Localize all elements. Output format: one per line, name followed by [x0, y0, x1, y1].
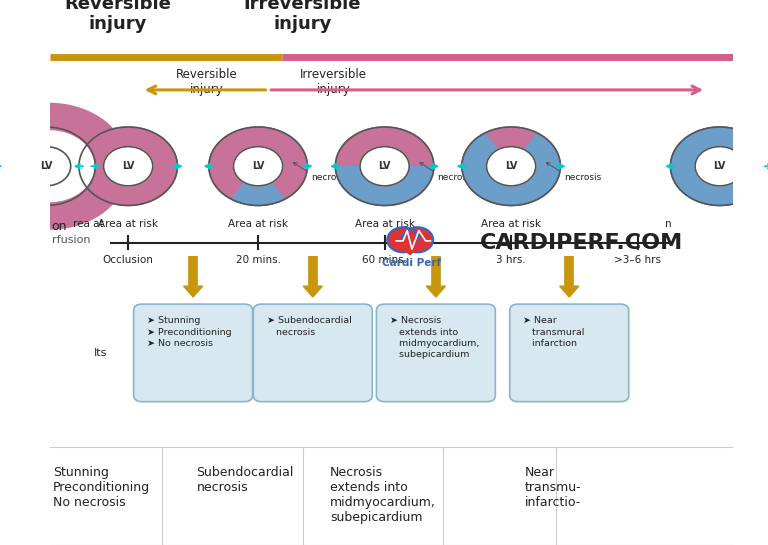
Text: Its: Its: [94, 348, 108, 358]
Text: necrosis: necrosis: [311, 173, 348, 183]
Text: Area at risk: Area at risk: [228, 219, 288, 229]
FancyBboxPatch shape: [253, 304, 372, 402]
Text: ➤ Necrosis
   extends into
   midmyocardium,
   subepicardium: ➤ Necrosis extends into midmyocardium, s…: [390, 316, 479, 360]
Circle shape: [22, 147, 71, 186]
FancyBboxPatch shape: [134, 304, 253, 402]
FancyBboxPatch shape: [376, 304, 495, 402]
Text: necrosis: necrosis: [564, 173, 601, 183]
Text: LV: LV: [55, 160, 71, 173]
Text: CARDIPERF.COM: CARDIPERF.COM: [480, 233, 684, 252]
Text: Area at risk: Area at risk: [355, 219, 415, 229]
Text: LV: LV: [505, 161, 518, 171]
Circle shape: [5, 131, 94, 202]
Circle shape: [104, 147, 153, 186]
Text: 3 hrs.: 3 hrs.: [496, 255, 526, 264]
Text: Irreversible
injury: Irreversible injury: [300, 68, 367, 96]
Text: LV: LV: [122, 161, 134, 171]
Text: Reversible
injury: Reversible injury: [176, 68, 237, 96]
Circle shape: [79, 127, 177, 205]
Text: 60 mins.: 60 mins.: [362, 255, 407, 264]
Circle shape: [360, 147, 409, 186]
Circle shape: [0, 127, 95, 205]
Text: on: on: [51, 220, 67, 233]
Text: ➤ Near
   transmural
   infarction: ➤ Near transmural infarction: [524, 316, 584, 348]
Text: ➤ Subendocardial
   necrosis: ➤ Subendocardial necrosis: [267, 316, 352, 337]
Wedge shape: [462, 133, 561, 205]
Circle shape: [462, 127, 561, 205]
Wedge shape: [336, 166, 434, 205]
Polygon shape: [393, 243, 428, 255]
Text: LV: LV: [252, 161, 264, 171]
Text: rfusion: rfusion: [51, 235, 90, 245]
Text: Occlusion: Occlusion: [103, 255, 154, 264]
Wedge shape: [670, 127, 768, 205]
Text: Area at risk: Area at risk: [98, 219, 158, 229]
Text: LV: LV: [379, 161, 391, 171]
Text: Necrosis
extends into
midmyocardium,
subepicardium: Necrosis extends into midmyocardium, sub…: [330, 466, 435, 524]
Text: 20 mins.: 20 mins.: [236, 255, 280, 264]
Circle shape: [233, 147, 283, 186]
Circle shape: [209, 127, 307, 205]
Text: ➤ Stunning
➤ Preconditioning
➤ No necrosis: ➤ Stunning ➤ Preconditioning ➤ No necros…: [147, 316, 232, 348]
Circle shape: [388, 228, 418, 252]
Text: Cardi Perf: Cardi Perf: [382, 258, 442, 268]
Text: n: n: [665, 219, 671, 229]
Polygon shape: [184, 286, 203, 297]
Circle shape: [336, 127, 434, 205]
Text: Irreversible
injury: Irreversible injury: [243, 0, 361, 33]
Wedge shape: [232, 166, 284, 205]
Circle shape: [0, 104, 128, 229]
Polygon shape: [426, 286, 445, 297]
Text: Reversible
injury: Reversible injury: [65, 0, 171, 33]
FancyBboxPatch shape: [510, 304, 629, 402]
Text: LV: LV: [713, 161, 726, 171]
Text: >3–6 hrs: >3–6 hrs: [614, 255, 661, 264]
Text: Stunning
Preconditioning
No necrosis: Stunning Preconditioning No necrosis: [53, 466, 150, 509]
Text: Area at risk: Area at risk: [481, 219, 541, 229]
Circle shape: [670, 127, 768, 205]
Text: Subendocardial
necrosis: Subendocardial necrosis: [197, 466, 294, 494]
Text: rea at: rea at: [74, 219, 104, 229]
Circle shape: [402, 228, 432, 252]
Polygon shape: [560, 286, 579, 297]
Circle shape: [695, 147, 744, 186]
Circle shape: [486, 147, 536, 186]
Text: Near
transmu-
infarctio-: Near transmu- infarctio-: [525, 466, 581, 509]
Text: necrosis: necrosis: [437, 173, 475, 183]
Text: LV: LV: [40, 161, 52, 171]
Polygon shape: [303, 286, 323, 297]
